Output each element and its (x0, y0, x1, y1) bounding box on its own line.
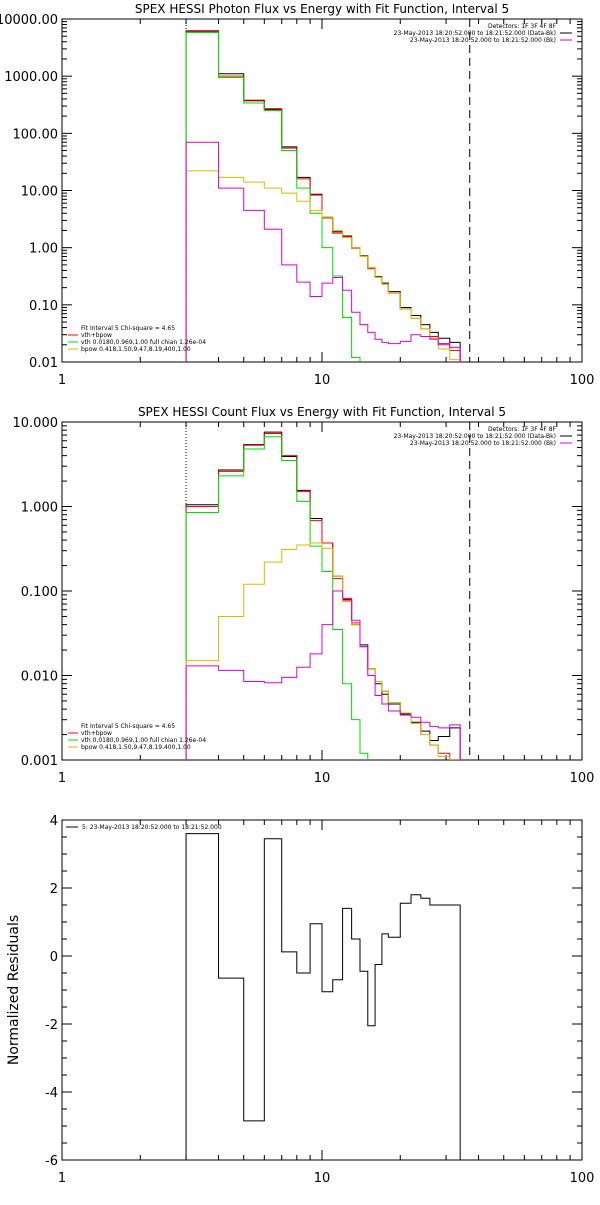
series-4-line (185, 141, 461, 362)
legend-bottom-entry: vth+bpow (81, 730, 112, 737)
panel-1: SPEX HESSI Photon Flux vs Energy with Fi… (0, 2, 595, 388)
panel-3: 1 10 100 -6 -4 -2 0 2 4 Normalized Residuals 5: 23… (6, 814, 594, 1186)
series-0-line (185, 431, 461, 760)
legend-top-entry: 23-May-2013 18:20:52.000 to 18:21:52.000… (410, 440, 556, 447)
y-tick-label: 10.000 (13, 416, 59, 431)
y-tick-label: 1.000 (21, 501, 58, 516)
series-4-line (185, 590, 461, 760)
series-group (185, 30, 461, 362)
legend-top-entry: Detectors: 1F 3F 4F 8F (488, 426, 557, 433)
legend-top-entry: 5: 23-May-2013 18:20:52.000 to 18:21:52.… (82, 824, 222, 831)
x-tick-label: 1 (58, 373, 66, 388)
plot-frame (61, 421, 583, 761)
legend-bottom-entry: Fit Interval 5 Chi-square = 4.65 (81, 723, 175, 730)
y-tick-label: -2 (45, 1018, 58, 1033)
legend-bottom-entry: vth 0.0180,0.969,1.00 full chian 1.26e-0… (81, 737, 206, 744)
legend-top-entry: 23-May-2013 18:20:52.000 to 18:21:52.000… (410, 37, 556, 44)
legend-bottom-entry: Fit Interval 5 Chi-square = 4.65 (81, 325, 175, 332)
y-tick-label: 10.00 (21, 185, 58, 200)
x-tick-label: 10 (314, 373, 331, 388)
x-tick-label: 10 (314, 771, 331, 786)
series-group (185, 833, 461, 1160)
plot-frame (61, 18, 583, 363)
y-tick-label: -4 (45, 1086, 58, 1101)
chart-title: SPEX HESSI Photon Flux vs Energy with Fi… (135, 2, 509, 16)
series-3-line (185, 542, 451, 760)
y-axis-label: Normalized Residuals (6, 915, 22, 1065)
series-3-line (185, 170, 461, 362)
legend-bottom-entry: vth+bpow (81, 332, 112, 339)
legend-top-entry: Detectors: 1F 3F 4F 8F (488, 23, 557, 30)
x-tick-label: 100 (570, 771, 595, 786)
x-tick-label: 10 (314, 1171, 331, 1186)
y-tick-label: 0.10 (29, 299, 58, 314)
x-tick-label: 1 (58, 1171, 66, 1186)
y-tick-label: 10000.00 (0, 13, 58, 28)
y-tick-label: 4 (50, 814, 58, 829)
y-tick-label: 0.001 (21, 754, 58, 769)
y-tick-label: 0.01 (29, 356, 58, 371)
y-tick-label: 1000.00 (4, 70, 58, 85)
chart-title: SPEX HESSI Count Flux vs Energy with Fit… (138, 405, 506, 419)
y-tick-label: 0.100 (21, 585, 58, 600)
series-0-line (185, 30, 461, 362)
x-tick-label: 100 (570, 373, 595, 388)
panel-2: SPEX HESSI Count Flux vs Energy with Fit… (13, 405, 595, 786)
series-group (185, 431, 461, 760)
y-tick-label: 1.00 (29, 242, 58, 257)
x-tick-label: 1 (58, 771, 66, 786)
series-2-line (185, 436, 369, 760)
y-tick-label: 100.00 (13, 127, 59, 142)
legend-top-entry: 23-May-2013 18:20:52.000 to 18:21:52.000… (394, 30, 556, 37)
legend-top-entry: 23-May-2013 18:20:52.000 to 18:21:52.000… (394, 433, 556, 440)
y-tick-label: 0 (50, 950, 58, 965)
x-tick-label: 100 (570, 1171, 595, 1186)
series-1-line (185, 433, 461, 760)
y-tick-label: 0.010 (21, 670, 58, 685)
legend-bottom-entry: vth 0.0180,0.969,1.00 full chian 1.26e-0… (81, 339, 206, 346)
y-tick-label: -6 (45, 1154, 58, 1169)
legend-bottom-entry: bpow 0.418,1.50,9.47,8.19,400,1.00 (81, 346, 191, 353)
series-2-line (185, 32, 361, 362)
series-0-line (185, 833, 461, 1160)
legend-bottom-entry: bpow 0.418,1.50,9.47,8.19,400,1.00 (81, 744, 191, 751)
series-1-line (185, 31, 461, 362)
y-tick-label: 2 (50, 882, 58, 897)
